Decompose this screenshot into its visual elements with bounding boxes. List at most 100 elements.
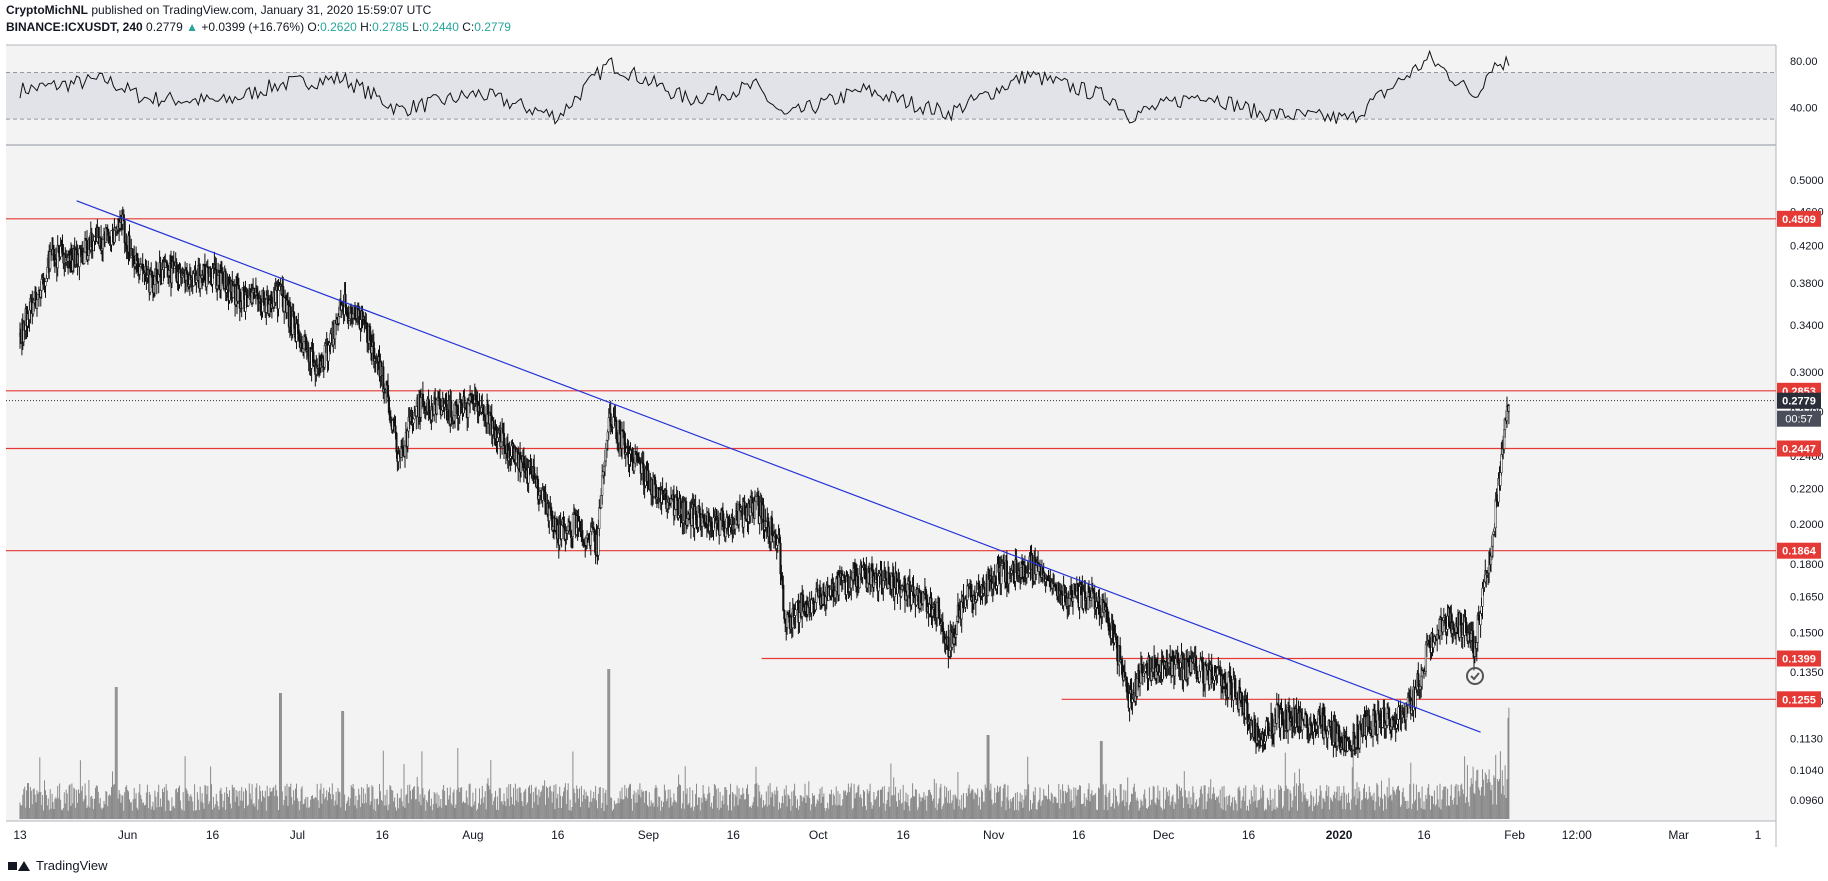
candle-body [44, 281, 47, 287]
level-badge [1777, 542, 1821, 559]
levels-layer [6, 218, 1776, 700]
time-tick-label: 2020 [1326, 828, 1353, 842]
time-tick-label: Dec [1153, 828, 1174, 842]
price-tick-label: 0.4200 [1790, 241, 1824, 253]
candle-body [734, 523, 737, 530]
level-badge [1777, 650, 1821, 667]
candle-body [783, 610, 786, 620]
price-tick-label: 0.3800 [1790, 278, 1824, 290]
low-value: 0.2440 [422, 20, 459, 34]
candle-body [1116, 635, 1119, 662]
candle-body [283, 296, 286, 312]
published-text: published on TradingView.com, January 31… [91, 3, 432, 17]
candle-body [395, 432, 398, 453]
time-tick-label: Oct [809, 828, 828, 842]
candle-body [885, 577, 888, 581]
candle-body [123, 220, 126, 244]
candle-body [560, 524, 563, 540]
time-tick-label: 16 [551, 828, 565, 842]
high-value: 0.2785 [372, 20, 409, 34]
candle-body [795, 601, 798, 611]
candle-body [159, 262, 162, 278]
candle-body [1507, 405, 1510, 412]
candle-body [274, 290, 277, 303]
price-tick-label: 0.1350 [1790, 667, 1824, 679]
header-line-2: BINANCE:ICXUSDT, 240 0.2779 ▲ +0.0399 (+… [6, 20, 511, 35]
time-tick-label: 16 [1072, 828, 1086, 842]
level-badge-label: 0.1864 [1782, 546, 1817, 558]
candle-body [1003, 562, 1006, 570]
price-tick-label: 0.3000 [1790, 367, 1824, 379]
price-tick-label: 0.3400 [1790, 320, 1824, 332]
price-tick-label: 0.1040 [1790, 765, 1824, 777]
price-tick-label: 0.1130 [1790, 734, 1823, 746]
candle-body [810, 599, 813, 614]
check-circle-icon[interactable] [1466, 667, 1484, 685]
candle-body [329, 333, 332, 344]
trend-layer [76, 200, 1481, 733]
candle-body [415, 406, 418, 417]
open-label: O: [307, 20, 321, 34]
candle-body [1399, 705, 1402, 719]
candle-body [1005, 560, 1008, 585]
candle-body [569, 521, 572, 532]
time-tick-label: Jul [290, 828, 305, 842]
time-tick-label: 16 [1242, 828, 1256, 842]
level-badge-label: 0.1255 [1782, 694, 1816, 706]
level-badge [1777, 210, 1821, 227]
time-tick-label: Jun [118, 828, 137, 842]
candle-body [289, 306, 292, 332]
candle-body [736, 510, 739, 521]
last-price-badge [1777, 392, 1821, 409]
price-tick-label: 0.0960 [1790, 795, 1824, 807]
header-line-1: CryptoMichNL published on TradingView.co… [6, 3, 431, 18]
level-badge-label: 0.1399 [1782, 654, 1816, 666]
last-price: 0.2779 [146, 20, 183, 34]
close-label: C: [462, 20, 475, 34]
candle-body [1295, 708, 1298, 724]
candle-body [278, 286, 281, 291]
candle-body [598, 507, 601, 529]
candles-layer [18, 206, 1510, 758]
rsi-line [19, 49, 1510, 125]
candle-body [1071, 597, 1075, 602]
candle-body [83, 251, 86, 264]
candle-body [1087, 596, 1090, 610]
candle-body [754, 496, 758, 502]
candle-body [293, 316, 296, 329]
price-tick-label: 0.1800 [1790, 559, 1824, 571]
candle-body [794, 609, 797, 616]
candle-body [1204, 664, 1207, 685]
time-axis-layer: 13 Jun 16 Jul 16 Aug 16 Sep 16 Oct 16 Nov 16 Dec 16 202… [13, 828, 1761, 842]
time-tick-label: 16 [1417, 828, 1431, 842]
candle-body [397, 453, 400, 462]
candle-body [1285, 709, 1288, 730]
price-tick-label: 0.1650 [1790, 592, 1824, 604]
candle-body [478, 405, 481, 413]
time-tick-label: Sep [638, 828, 660, 842]
candle-body [571, 514, 574, 537]
candle-body [1491, 534, 1494, 547]
candle-body [1275, 703, 1278, 724]
footer-brand[interactable]: TradingView [36, 858, 108, 873]
symbol-label[interactable]: BINANCE:ICXUSDT, 240 [6, 20, 143, 34]
countdown-badge [1777, 410, 1821, 427]
price-pane [6, 145, 1776, 821]
time-tick-label: 13 [13, 828, 27, 842]
badges-layer: 0.45090.28530.24470.18640.13990.12550.27… [1777, 210, 1821, 708]
tradingview-logo-icon [8, 859, 30, 873]
time-tick-label: Feb [1504, 828, 1525, 842]
candle-body [1319, 714, 1322, 725]
price-tick-label: 0.2200 [1790, 483, 1824, 495]
time-tick-label: 16 [206, 828, 220, 842]
candle-body [237, 285, 240, 290]
candle-body [412, 418, 415, 424]
price-change: +0.0399 (+16.76%) [201, 20, 305, 34]
candle-body [647, 470, 650, 483]
rsi-tick-label: 40.00 [1790, 103, 1818, 115]
time-tick-label: Nov [983, 828, 1004, 842]
time-tick-label: 16 [376, 828, 390, 842]
author-name[interactable]: CryptoMichNL [6, 3, 88, 17]
footer: TradingView [8, 858, 108, 873]
